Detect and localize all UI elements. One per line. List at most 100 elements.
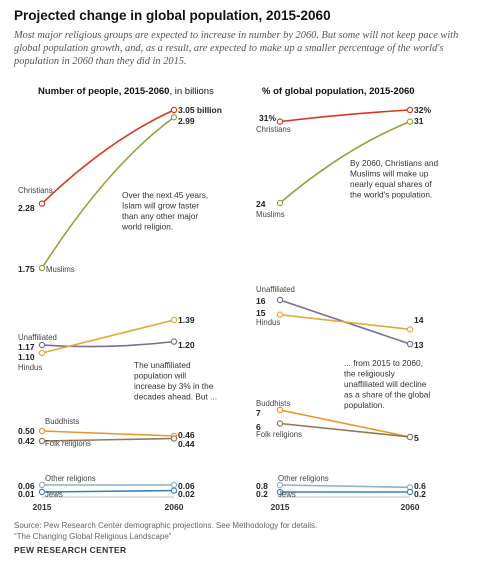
right-panel-title: % of global population, 2015-2060 [262, 86, 415, 97]
data-label: 7 [256, 408, 261, 418]
data-label: 31% [259, 113, 276, 123]
series-name-other-religions: Other religions [278, 474, 329, 483]
chart-subtitle: Most major religious groups are expected… [14, 30, 459, 67]
brand-logo-text: PEW RESEARCH CENTER [14, 545, 127, 555]
series-name-folk-religions: Folk religions [45, 439, 91, 448]
data-label: 16 [256, 296, 266, 306]
data-point-hindus [276, 311, 284, 318]
data-label: 1.20 [178, 340, 195, 350]
data-point-hindus [406, 326, 414, 333]
data-label: 0.06 [18, 481, 35, 491]
data-point-muslims [170, 114, 178, 121]
data-point-jews [276, 488, 284, 496]
data-label: 14 [414, 315, 424, 325]
series-name-hindus: Hindus [18, 363, 42, 372]
data-point-jews [170, 487, 178, 494]
data-point-hindus [38, 349, 46, 357]
series-name-muslims: Muslims [46, 265, 75, 274]
series-line-hindus [279, 313, 411, 331]
series-line-unaffiliated [41, 340, 175, 348]
series-name-other-religions: Other religions [45, 474, 96, 483]
series-name-folk-religions: Folk religions [256, 430, 302, 439]
data-label: 32% [414, 105, 431, 115]
data-point-jews [406, 488, 414, 496]
series-line-muslims [41, 116, 175, 269]
series-line-jews [41, 489, 175, 493]
data-point-jews [38, 488, 46, 496]
data-label: 2.99 [178, 116, 195, 126]
data-point-folk-religions [276, 420, 284, 427]
data-label: 1.10 [18, 352, 35, 362]
series-name-buddhists: Buddhists [256, 399, 290, 408]
series-name-christians: Christians [18, 186, 53, 195]
data-label: 0.2 [256, 489, 268, 499]
data-label: 31 [414, 116, 424, 126]
data-label: 0.8 [256, 481, 268, 491]
series-name-christians: Christians [256, 125, 291, 134]
data-point-unaffiliated [406, 340, 414, 348]
series-line-christians [41, 109, 175, 205]
report-name: “The Changing Global Religious Landscape… [14, 532, 172, 541]
series-line-other-religions [279, 484, 411, 489]
series-name-jews: Jews [278, 490, 296, 499]
data-point-buddhists [38, 427, 46, 435]
series-name-jews: Jews [45, 490, 63, 499]
series-line-folk-religions [41, 437, 175, 442]
data-point-christians [276, 118, 284, 125]
data-label: 15 [256, 308, 266, 318]
data-label: 0.6 [414, 481, 426, 491]
annotation-unaffiliated-share: ... from 2015 to 2060, the religiously una… [344, 358, 430, 410]
data-label: 0.06 [178, 481, 195, 491]
series-name-unaffiliated: Unaffiliated [256, 285, 295, 294]
data-label: 0.2 [414, 489, 426, 499]
data-label: 24 [256, 199, 266, 209]
data-point-unaffiliated [276, 296, 284, 304]
series-line-hindus [41, 319, 175, 354]
data-point-folk-religions [170, 435, 178, 442]
data-point-folk-religions [38, 437, 46, 445]
x-tick-label: 2015 [271, 502, 290, 512]
data-point-hindus [170, 316, 178, 324]
data-point-muslims [406, 118, 414, 125]
x-tick-label: 2015 [33, 502, 52, 512]
data-label: 0.46 [178, 430, 195, 440]
data-point-christians [170, 106, 178, 114]
data-point-muslims [276, 199, 284, 207]
data-label: 0.02 [178, 489, 195, 499]
data-point-unaffiliated [38, 341, 46, 349]
series-line-christians [279, 109, 411, 123]
series-line-folk-religions [279, 422, 411, 438]
x-tick-label: 2060 [165, 502, 184, 512]
series-name-unaffiliated: Unaffiliated [18, 333, 57, 342]
chart-title: Projected change in global population, 2… [14, 8, 331, 23]
annotation-christians-muslims: By 2060, Christians and Muslims will make… [350, 158, 438, 200]
data-label: 1.17 [18, 342, 35, 352]
data-point-unaffiliated [170, 338, 178, 345]
series-name-hindus: Hindus [256, 318, 280, 327]
data-point-christians [38, 200, 46, 207]
data-point-other-religions [38, 481, 46, 489]
series-line-muslims [279, 120, 411, 204]
annotation-unaffiliated-growth: The unaffiliated population will increase … [134, 360, 217, 402]
annotation-islam-growth: Over the next 45 years, Islam will grow f… [121, 190, 208, 232]
data-label: 5 [414, 433, 419, 443]
data-label: 0.42 [18, 436, 35, 446]
data-label: 1.39 [178, 315, 195, 325]
series-name-muslims: Muslims [256, 210, 285, 219]
series-line-buddhists [41, 430, 175, 437]
data-label: 3.05 billion [178, 105, 222, 115]
data-label: 0.01 [18, 489, 35, 499]
source-note: Source: Pew Research Center demographic … [14, 521, 318, 530]
data-point-other-religions [170, 481, 178, 489]
left-panel-title: Number of people, 2015-2060, in billions [38, 86, 214, 97]
series-name-buddhists: Buddhists [45, 417, 79, 426]
data-point-other-religions [276, 481, 284, 489]
data-label: 0.44 [178, 439, 195, 449]
x-tick-label: 2060 [401, 502, 420, 512]
data-point-muslims [38, 264, 46, 272]
data-label: 6 [256, 422, 261, 432]
data-label: 0.50 [18, 426, 35, 436]
data-point-buddhists [276, 406, 284, 414]
data-point-christians [406, 106, 414, 114]
